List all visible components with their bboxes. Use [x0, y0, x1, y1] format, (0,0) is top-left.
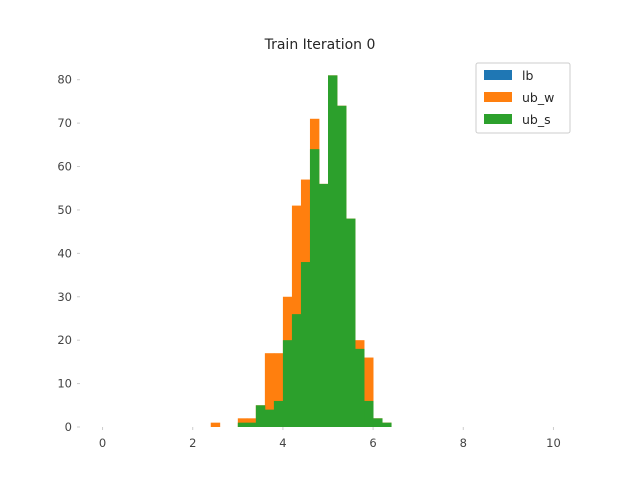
bar-ub-s-7: [300, 262, 311, 427]
legend-label-ub-s: ub_s: [522, 112, 551, 127]
chart-title: Train Iteration 0: [264, 37, 376, 53]
bar-ub-s-16: [382, 422, 392, 427]
y-tick-label: 10: [57, 377, 72, 391]
y-tick-label: 70: [57, 116, 72, 130]
x-tick-label: 8: [460, 436, 467, 450]
y-tick-label: 30: [57, 290, 72, 304]
bar-ub-s-10: [328, 75, 338, 428]
y-tick-label: 20: [57, 333, 72, 347]
bar-ub-s-15: [373, 418, 383, 427]
bars-layer: [210, 75, 392, 428]
x-tick-label: 10: [546, 436, 561, 450]
y-tick-label: 60: [57, 160, 72, 174]
bar-ub-s-6: [291, 314, 302, 427]
y-axis: 0 10 20 30 40 50 60 70 80: [57, 73, 80, 434]
bar-ub-s-9: [318, 183, 329, 427]
bar-ub-s-13: [355, 348, 365, 427]
x-tick-label: 2: [189, 436, 196, 450]
y-tick-label: 0: [65, 420, 72, 434]
bar-ub-s-0: [237, 422, 248, 427]
bar-ub-s-14: [364, 400, 374, 427]
bar-ub-w-0: [210, 422, 221, 427]
bar-ub-s-3: [264, 409, 275, 427]
legend-swatch-ub-w: [484, 92, 512, 102]
x-tick-label: 4: [279, 436, 286, 450]
bar-ub-w-15: [364, 357, 374, 427]
bar-ub-w-5: [273, 353, 284, 427]
y-tick-label: 40: [57, 246, 72, 260]
bar-ub-s-1: [246, 422, 257, 427]
legend-swatch-ub-s: [484, 114, 512, 124]
x-tick-label: 0: [99, 436, 106, 450]
legend-label-ub-w: ub_w: [522, 90, 554, 105]
x-tick-label: 6: [369, 436, 376, 450]
y-tick-label: 80: [57, 73, 72, 87]
legend-swatch-lb: [484, 70, 512, 80]
bar-ub-s-5: [282, 340, 293, 427]
y-tick-label: 50: [57, 203, 72, 217]
legend-label-lb: lb: [522, 68, 533, 83]
legend: lb ub_w ub_s: [475, 62, 571, 134]
bar-ub-s-8: [309, 149, 320, 427]
bar-ub-s-2: [255, 405, 266, 427]
bar-ub-s-4: [273, 400, 284, 427]
bar-ub-w-4: [264, 353, 275, 427]
bar-ub-s-11: [337, 105, 347, 427]
bar-ub-s-12: [346, 218, 356, 427]
x-axis: 0 2 4 6 8 10: [99, 427, 561, 450]
